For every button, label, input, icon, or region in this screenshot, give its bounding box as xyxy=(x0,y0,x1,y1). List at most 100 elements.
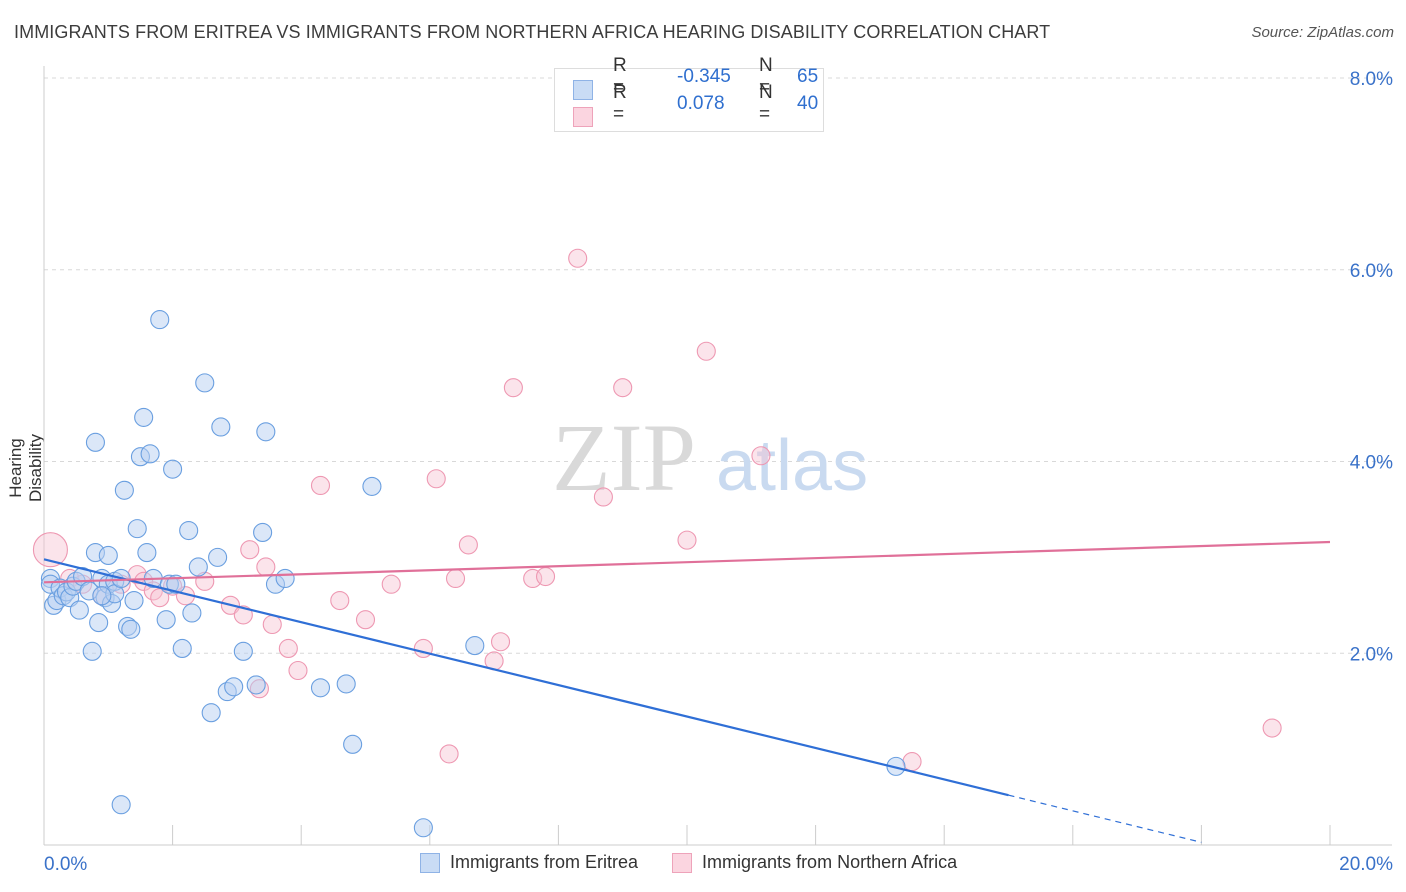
point-eritrea xyxy=(92,586,112,606)
point-eritrea xyxy=(82,641,102,661)
point-northern-africa xyxy=(1262,718,1282,738)
chart-title: IMMIGRANTS FROM ERITREA VS IMMIGRANTS FR… xyxy=(14,22,1051,42)
point-northern-africa xyxy=(233,605,253,625)
point-northern-africa xyxy=(503,378,523,398)
point-eritrea xyxy=(256,422,276,442)
point-northern-africa xyxy=(310,475,331,496)
point-northern-africa xyxy=(262,614,282,635)
point-northern-africa xyxy=(696,341,716,361)
point-eritrea xyxy=(253,522,273,542)
series-eritrea-points xyxy=(40,310,906,838)
point-northern-africa xyxy=(751,446,771,466)
trend-line-eritrea xyxy=(43,558,1009,797)
point-eritrea xyxy=(85,432,105,452)
legend-item-eritrea: Immigrants from Eritrea xyxy=(420,852,638,873)
trend-lines xyxy=(43,540,1331,843)
point-eritrea xyxy=(121,619,141,639)
legend-label-eritrea: Immigrants from Eritrea xyxy=(450,852,639,872)
stats-swatch-northern-africa xyxy=(573,107,593,127)
point-eritrea xyxy=(69,600,89,620)
point-northern-africa xyxy=(381,574,401,594)
point-northern-africa xyxy=(413,638,433,659)
point-eritrea xyxy=(188,557,208,577)
point-eritrea xyxy=(111,795,131,815)
point-northern-africa xyxy=(535,566,556,587)
point-eritrea xyxy=(211,417,231,437)
point-eritrea xyxy=(208,547,228,567)
point-northern-africa xyxy=(256,557,276,577)
stats-swatch-eritrea xyxy=(573,80,593,100)
stats-n-value: 40 xyxy=(797,93,819,114)
point-eritrea xyxy=(224,677,244,697)
y-tick-label: 2.0% xyxy=(1350,644,1393,665)
watermark: ZIP atlas xyxy=(552,404,868,511)
point-eritrea xyxy=(275,568,295,589)
point-northern-africa xyxy=(568,248,588,268)
point-northern-africa xyxy=(426,469,446,489)
point-eritrea xyxy=(179,520,199,541)
legend-item-northern-africa: Immigrants from Northern Africa xyxy=(672,852,957,873)
axes xyxy=(43,66,1392,846)
point-eritrea xyxy=(166,574,186,594)
point-eritrea xyxy=(201,703,221,723)
trend-line-eritrea-extension xyxy=(1008,794,1202,843)
tick-labels: 2.0% 4.0% 6.0% 8.0% 0.0% 20.0% xyxy=(44,69,1393,875)
legend-swatch-eritrea xyxy=(420,852,440,873)
stats-r-label: R = xyxy=(613,82,627,125)
point-northern-africa xyxy=(288,660,308,681)
point-eritrea xyxy=(465,636,485,656)
point-northern-africa xyxy=(593,487,613,507)
stats-n-label: N = xyxy=(759,55,773,98)
point-northern-africa xyxy=(613,378,633,398)
stats-legend: R = -0.345 N = 65 R = 0.078 N = 40 xyxy=(554,55,824,132)
point-eritrea xyxy=(150,310,170,330)
point-eritrea xyxy=(140,444,160,464)
point-eritrea xyxy=(156,610,176,630)
point-eritrea xyxy=(182,603,202,623)
point-eritrea xyxy=(172,638,192,659)
watermark-atlas: atlas xyxy=(716,426,868,506)
point-northern-africa xyxy=(32,532,68,568)
point-northern-africa xyxy=(240,540,260,560)
point-eritrea xyxy=(124,590,144,611)
point-northern-africa xyxy=(677,530,697,550)
stats-r-value: -0.345 xyxy=(677,66,731,87)
point-eritrea xyxy=(98,545,118,566)
point-northern-africa xyxy=(490,632,511,652)
point-eritrea xyxy=(343,734,363,754)
point-northern-africa xyxy=(458,535,478,555)
point-eritrea xyxy=(233,641,253,661)
point-northern-africa xyxy=(439,744,459,764)
point-eritrea xyxy=(362,476,382,496)
x-tick-label: 0.0% xyxy=(44,854,87,875)
point-eritrea xyxy=(114,480,134,500)
point-northern-africa xyxy=(445,568,466,589)
stats-r-label: R = xyxy=(613,55,627,98)
point-eritrea xyxy=(246,675,266,695)
point-northern-africa xyxy=(278,638,298,659)
trend-line-northern-africa xyxy=(43,540,1331,584)
point-eritrea xyxy=(310,678,331,698)
point-eritrea xyxy=(413,818,433,838)
point-northern-africa xyxy=(355,610,376,630)
stats-n-label: N = xyxy=(759,82,773,125)
point-northern-africa xyxy=(330,590,350,611)
point-eritrea xyxy=(195,373,215,393)
legend-label-northern-africa: Immigrants from Northern Africa xyxy=(702,852,958,872)
bottom-legend: Immigrants from Eritrea Immigrants from … xyxy=(420,852,957,873)
legend-swatch-northern-africa xyxy=(672,852,693,873)
stats-n-value: 65 xyxy=(797,66,819,87)
source-label: Source: ZipAtlas.com xyxy=(1251,24,1394,41)
y-tick-label: 4.0% xyxy=(1350,453,1393,474)
y-tick-label: 6.0% xyxy=(1350,261,1393,282)
stats-r-value: 0.078 xyxy=(677,93,725,114)
point-eritrea xyxy=(137,543,157,563)
point-eritrea xyxy=(127,519,147,539)
point-eritrea xyxy=(163,459,183,479)
watermark-zip: ZIP xyxy=(552,404,696,511)
point-eritrea xyxy=(89,613,109,633)
point-northern-africa xyxy=(902,752,922,772)
point-eritrea xyxy=(336,674,356,694)
y-tick-label: 8.0% xyxy=(1350,69,1393,90)
